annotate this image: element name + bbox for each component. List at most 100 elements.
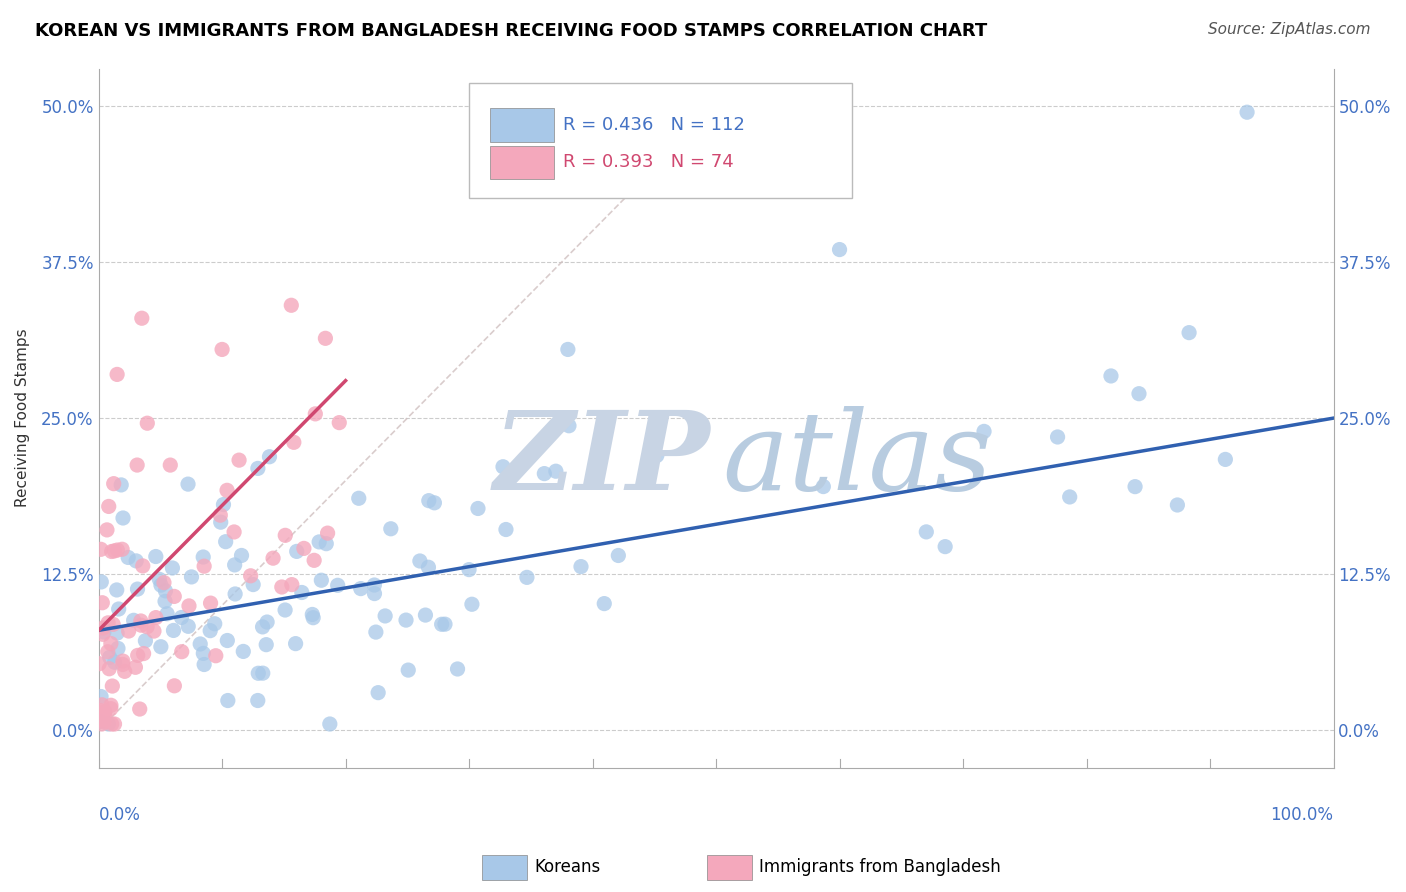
Point [1059, 490, 1081, 504]
Point [915, 524, 938, 539]
Point [292, 541, 315, 556]
Point [111, 542, 134, 557]
Point [98, 662, 121, 676]
Point [645, 449, 668, 463]
Point [284, 637, 307, 651]
Point [111, 657, 134, 672]
FancyBboxPatch shape [491, 108, 554, 142]
Point [254, 638, 277, 652]
Point [280, 298, 302, 312]
Point [204, 616, 226, 631]
Y-axis label: Receiving Food Stamps: Receiving Food Stamps [15, 329, 30, 508]
Point [446, 662, 468, 676]
Point [107, 602, 129, 616]
Point [256, 615, 278, 629]
Point [93, 624, 115, 639]
Point [418, 493, 440, 508]
Point [129, 614, 152, 628]
Point [319, 717, 342, 731]
Point [495, 523, 517, 537]
Point [103, 476, 125, 491]
Point [105, 368, 128, 382]
Point [1046, 430, 1069, 444]
Point [91, 596, 114, 610]
Point [163, 590, 186, 604]
FancyBboxPatch shape [491, 145, 554, 179]
Text: ZIP: ZIP [494, 407, 710, 514]
Point [200, 596, 222, 610]
Point [374, 609, 396, 624]
Point [262, 551, 284, 566]
Point [593, 597, 616, 611]
Point [1123, 480, 1146, 494]
Point [217, 633, 239, 648]
Point [155, 583, 177, 598]
Point [105, 543, 128, 558]
Point [1215, 452, 1237, 467]
Point [569, 559, 592, 574]
Point [193, 646, 215, 660]
Point [364, 625, 387, 640]
Point [252, 620, 274, 634]
Text: Koreans: Koreans [534, 858, 600, 876]
Point [117, 550, 139, 565]
Point [270, 580, 292, 594]
Point [91, 627, 114, 641]
Point [97, 615, 120, 630]
Point [162, 561, 184, 575]
Point [94, 705, 117, 719]
Point [215, 483, 238, 498]
Point [163, 679, 186, 693]
Point [101, 679, 124, 693]
Point [607, 549, 630, 563]
Point [97, 500, 120, 514]
Point [433, 617, 456, 632]
Point [100, 701, 122, 715]
Point [418, 560, 440, 574]
Point [162, 624, 184, 638]
Point [90, 690, 112, 704]
Point [274, 603, 297, 617]
Point [311, 573, 333, 587]
Point [1236, 105, 1258, 120]
Point [209, 508, 232, 523]
Point [934, 540, 956, 554]
Point [461, 597, 484, 611]
Point [314, 331, 336, 345]
Point [973, 425, 995, 439]
Point [148, 572, 170, 586]
Point [91, 698, 114, 712]
Point [107, 641, 129, 656]
Point [415, 608, 437, 623]
Point [170, 610, 193, 624]
Point [188, 637, 211, 651]
Point [211, 343, 233, 357]
Point [274, 528, 297, 542]
Point [247, 666, 270, 681]
Point [111, 654, 134, 668]
Point [423, 496, 446, 510]
Point [134, 633, 156, 648]
Point [200, 624, 222, 638]
Point [224, 524, 246, 539]
Point [326, 578, 349, 592]
Point [122, 613, 145, 627]
Point [242, 577, 264, 591]
Point [302, 610, 325, 624]
Point [103, 617, 125, 632]
Point [304, 407, 326, 421]
Point [103, 717, 125, 731]
Point [91, 621, 114, 635]
Point [224, 558, 246, 572]
Point [125, 554, 148, 568]
Point [308, 535, 330, 549]
Point [204, 648, 226, 663]
Point [328, 416, 350, 430]
Text: R = 0.393   N = 74: R = 0.393 N = 74 [562, 153, 734, 171]
Point [177, 477, 200, 491]
Point [127, 582, 149, 596]
Point [136, 416, 159, 430]
Text: Source: ZipAtlas.com: Source: ZipAtlas.com [1208, 22, 1371, 37]
Point [193, 559, 215, 574]
Point [136, 620, 159, 634]
